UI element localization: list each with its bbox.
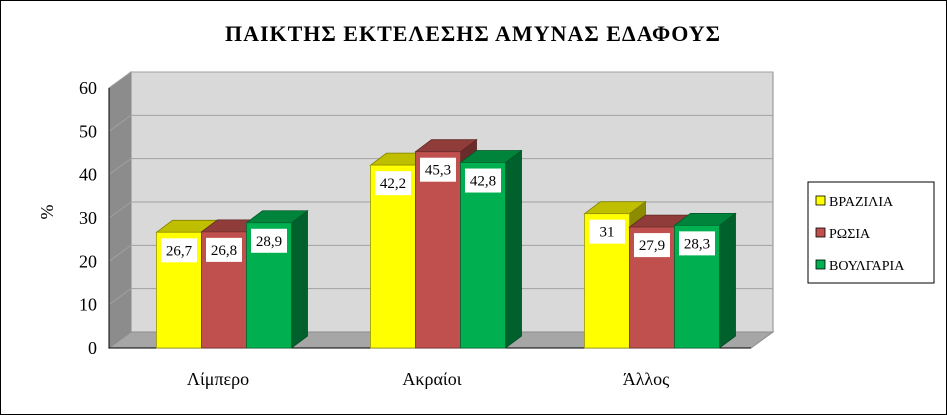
legend-swatch	[815, 227, 826, 238]
bar	[460, 162, 506, 349]
gridline-side	[108, 288, 132, 306]
bar-side	[291, 209, 308, 349]
data-label-box	[634, 233, 670, 258]
bar	[415, 151, 461, 349]
gridline-side	[108, 244, 132, 262]
gridline-side	[108, 71, 132, 89]
y-tick-label: 50	[79, 121, 97, 141]
data-label: 31	[600, 225, 615, 241]
data-label-box	[161, 238, 197, 263]
gridline-side	[108, 158, 132, 176]
data-label: 26,7	[166, 243, 193, 259]
y-axis-label: %	[37, 205, 57, 220]
data-label: 27,9	[639, 238, 665, 254]
data-label-box	[206, 237, 242, 262]
bar-side	[719, 212, 736, 349]
data-label: 28,9	[256, 234, 282, 250]
legend-swatch	[815, 195, 826, 206]
legend-swatch	[815, 259, 826, 270]
y-tick-label: 60	[79, 78, 97, 98]
data-label-box	[679, 231, 715, 256]
gridline-side	[108, 201, 132, 219]
data-label-box	[251, 228, 287, 253]
y-tick-label: 10	[79, 295, 97, 315]
y-tick-label: 0	[88, 338, 97, 358]
data-label-box	[589, 219, 625, 244]
data-label-box	[465, 168, 501, 193]
data-label: 42,8	[470, 174, 496, 190]
gridline-side	[108, 114, 132, 132]
legend-label: ΡΩΣΙΑ	[829, 227, 871, 242]
legend-label: ΒΟΥΛΓΑΡΙΑ	[829, 259, 905, 274]
legend-box	[807, 181, 935, 284]
x-category-label: Λίμπερο	[187, 369, 249, 389]
data-label-box	[420, 157, 456, 182]
bar-side	[505, 149, 522, 349]
legend: ΒΡΑΖΙΛΙΑ ΡΩΣΙΑ ΒΟΥΛΓΑΡΙΑ	[807, 181, 935, 284]
data-label: 26,8	[211, 243, 237, 259]
legend-label: ΒΡΑΖΙΛΙΑ	[829, 195, 894, 210]
y-tick-label: 40	[79, 165, 97, 185]
data-label: 42,2	[380, 176, 406, 192]
chart-title: ΠΑΙΚΤΗΣ ΕΚΤΕΛΕΣΗΣ ΑΜΥΝΑΣ ΕΔΑΦΟΥΣ	[225, 21, 721, 46]
x-category-label: Άλλος	[623, 369, 670, 389]
x-category-label: Ακραίοι	[402, 369, 461, 389]
y-tick-label: 30	[79, 208, 97, 228]
data-label: 28,3	[684, 236, 710, 252]
bar	[370, 164, 416, 349]
data-label-box	[375, 171, 411, 196]
y-tick-label: 20	[79, 251, 97, 271]
data-label: 45,3	[425, 163, 451, 179]
